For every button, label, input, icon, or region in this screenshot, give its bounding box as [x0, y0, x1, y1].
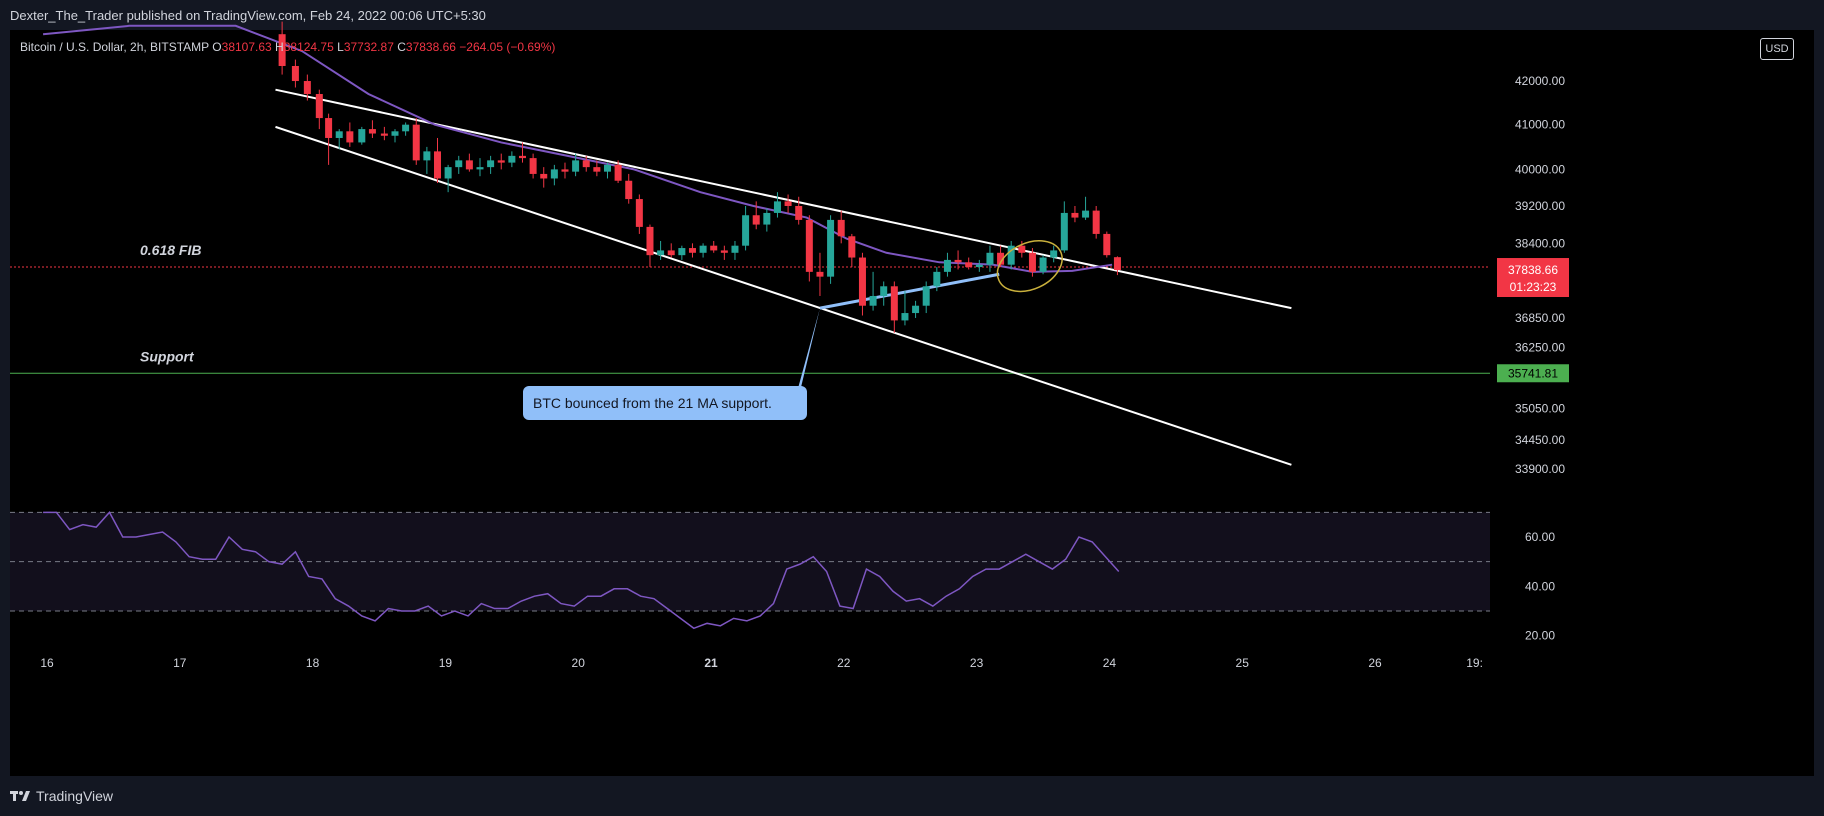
low-label: L [337, 40, 344, 54]
open-label: O [212, 40, 222, 54]
chart-area[interactable] [10, 30, 1814, 776]
close-label: C [397, 40, 406, 54]
high-value: 38124.75 [283, 40, 334, 54]
symbol-legend: Bitcoin / U.S. Dollar, 2h, BITSTAMP O381… [20, 40, 555, 54]
low-value: 37732.87 [343, 40, 394, 54]
publisher-info: Dexter_The_Trader published on TradingVi… [10, 8, 486, 23]
high-label: H [275, 40, 284, 54]
tradingview-logo-icon [10, 789, 30, 803]
bottom-bar: TradingView [0, 776, 1824, 816]
tradingview-brand[interactable]: TradingView [10, 788, 113, 804]
brand-label: TradingView [36, 788, 114, 804]
top-bar: Dexter_The_Trader published on TradingVi… [0, 0, 1824, 30]
currency-button[interactable]: USD [1760, 38, 1794, 60]
close-value: 37838.66 [405, 40, 456, 54]
open-value: 38107.63 [221, 40, 272, 54]
symbol-title: Bitcoin / U.S. Dollar, 2h, BITSTAMP [20, 40, 209, 54]
change-value: −264.05 (−0.69%) [459, 40, 556, 54]
